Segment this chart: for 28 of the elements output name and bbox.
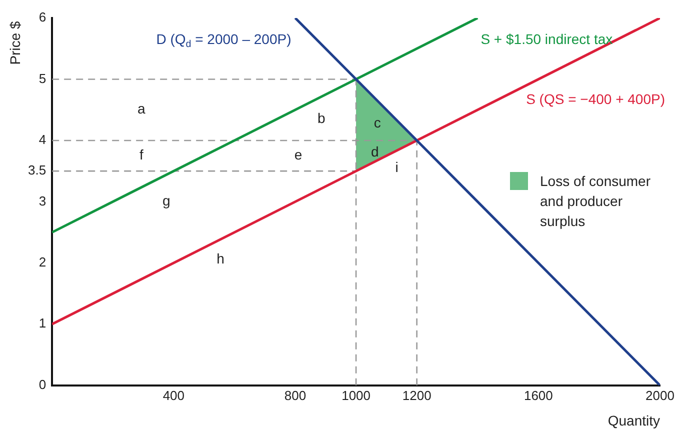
y-tick-label: 3.5 (28, 162, 46, 178)
y-tick-label: 6 (38, 10, 46, 25)
annotation: d (370, 144, 379, 160)
x-tick-label: 1200 (402, 388, 432, 403)
x-tick-label: 1600 (524, 388, 553, 403)
y-tick-label: 2 (38, 254, 46, 270)
y-axis-title: Price $ (6, 21, 23, 65)
annotation: c (374, 114, 381, 130)
annotation: b (317, 110, 326, 126)
annotation: g (162, 192, 170, 209)
series-label: S (QS = −400 + 400P) (526, 90, 665, 107)
y-tick-label: 3 (38, 193, 46, 208)
annotation: f (139, 146, 144, 163)
annotation: h (216, 250, 224, 267)
x-tick-label: 400 (162, 388, 185, 403)
annotation: i (395, 158, 398, 175)
y-tick-label: 4 (38, 132, 46, 148)
y-tick-label: 5 (38, 70, 46, 86)
series-label: S + $1.50 indirect tax (480, 30, 613, 47)
x-tick-label: 1000 (342, 388, 370, 403)
annotation: a (138, 100, 146, 117)
legend-label: Loss of consumer and producer surplus (540, 172, 652, 231)
annotation: e (294, 146, 302, 163)
y-tick-label: 1 (38, 316, 46, 331)
x-tick-label: 800 (284, 388, 306, 403)
y-tick-label: 0 (38, 376, 46, 392)
x-tick-label: 2000 (646, 388, 674, 403)
x-axis-title: Quantity (608, 412, 660, 428)
